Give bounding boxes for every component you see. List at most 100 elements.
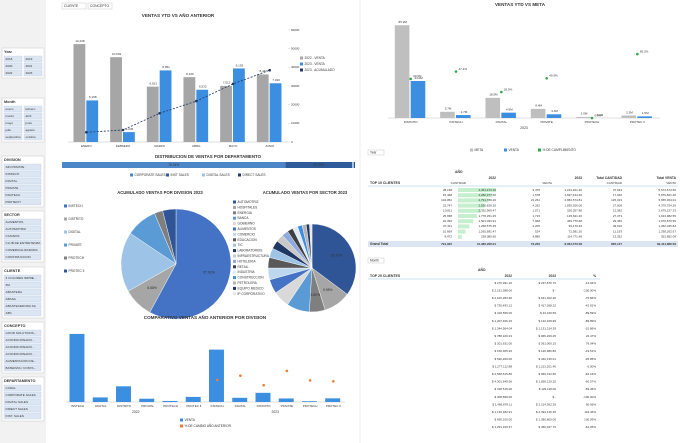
point xyxy=(409,77,412,81)
slicer-item[interactable] xyxy=(3,55,23,63)
slicer-item[interactable] xyxy=(3,329,42,337)
slicer-item[interactable] xyxy=(23,105,43,113)
legend-swatch xyxy=(233,232,236,236)
filter-button[interactable] xyxy=(367,149,385,156)
slicer-item[interactable] xyxy=(3,184,42,192)
slicer-item[interactable] xyxy=(3,391,42,399)
slicer-item[interactable] xyxy=(23,126,43,134)
table-cell: 11,193 xyxy=(613,229,622,233)
slicer-item[interactable] xyxy=(3,218,42,226)
value-label: 0.0M xyxy=(597,113,604,117)
bar xyxy=(621,115,637,118)
slicer-item[interactable] xyxy=(3,191,42,199)
value-label: 8,951 xyxy=(162,65,170,69)
legend-swatch xyxy=(538,148,541,152)
slicer-item[interactable] xyxy=(3,232,42,240)
filter-button[interactable] xyxy=(61,2,87,10)
slicer-item[interactable] xyxy=(3,253,42,261)
slicer-item[interactable] xyxy=(3,336,42,344)
slicer-item[interactable] xyxy=(3,239,42,247)
value-label: 5.7M xyxy=(445,107,452,111)
slicer-item-label: mayo xyxy=(6,121,14,125)
chart-title: COMPARATIVO VENTAS AÑO ANTERIOR POR DIVI… xyxy=(144,314,267,320)
bar xyxy=(255,392,271,402)
slicer-item[interactable] xyxy=(3,126,23,134)
slicer-item-label: ACONDICIONADO... xyxy=(6,338,35,342)
slicer-item[interactable] xyxy=(3,133,23,141)
slicer-item[interactable] xyxy=(3,412,42,420)
slicer-item-label: DIGITAL xyxy=(6,179,18,183)
bar xyxy=(456,115,471,118)
slicer-item[interactable] xyxy=(3,384,42,392)
slicer-item[interactable] xyxy=(3,105,23,113)
slicer-item[interactable] xyxy=(3,309,42,317)
slicer-item[interactable] xyxy=(23,112,43,120)
filter-button[interactable] xyxy=(367,257,385,264)
table-cell: 135,631.30 xyxy=(567,214,582,218)
slicer-item[interactable] xyxy=(3,350,42,358)
legend-label: HOSPITALES xyxy=(238,205,258,209)
table-cell: 1,778,351.25 xyxy=(478,214,496,218)
legend-swatch xyxy=(233,216,236,220)
slicer-item[interactable] xyxy=(3,112,23,120)
bar xyxy=(69,333,85,402)
slicer-item-label: DIRECT SALES xyxy=(6,407,28,411)
slicer-item[interactable] xyxy=(3,62,23,70)
legend-swatch xyxy=(504,148,507,152)
bar xyxy=(637,116,652,118)
value-label: 4.9M xyxy=(506,107,513,111)
slicer-item[interactable] xyxy=(3,69,23,77)
slicer-item[interactable] xyxy=(3,246,42,254)
bar xyxy=(162,400,178,402)
slicer-item[interactable] xyxy=(3,343,42,351)
slicer-item[interactable] xyxy=(23,55,43,63)
slicer-item-label: agosto xyxy=(26,128,36,132)
slicer-item[interactable] xyxy=(3,119,23,127)
value-label: 2.3M xyxy=(626,110,633,114)
slicer-item[interactable] xyxy=(23,119,43,127)
slicer-item[interactable] xyxy=(23,62,43,70)
table-cell: -59.46% xyxy=(585,387,597,391)
group-label: 2023 xyxy=(271,410,279,414)
slicer-item[interactable] xyxy=(3,281,42,289)
slicer-item[interactable] xyxy=(3,274,42,282)
slicer-item[interactable] xyxy=(3,225,42,233)
legend-label: GOBIERNO xyxy=(238,222,256,226)
slicer-item[interactable] xyxy=(3,295,42,303)
bar xyxy=(501,112,516,118)
table-cell: 10,811 xyxy=(443,209,452,213)
slicer-item[interactable] xyxy=(3,405,42,413)
pie-slice xyxy=(311,223,357,295)
filter-button[interactable] xyxy=(87,2,113,10)
table-cell: $ 1,380,800.00 xyxy=(536,418,556,422)
slicer-item[interactable] xyxy=(3,177,42,185)
value-label: 57.91% xyxy=(203,270,215,274)
slicer-item[interactable] xyxy=(3,288,42,296)
x-tick-label: DISTRITO xyxy=(404,120,419,124)
column-header: % xyxy=(593,274,596,278)
total-cell: 8,064,570.58 xyxy=(564,242,582,246)
slicer-item[interactable] xyxy=(3,302,42,310)
bar xyxy=(269,83,282,142)
y2-tick-label: 40000 xyxy=(291,65,300,69)
table-cell: 2,352,969.47 xyxy=(478,209,496,213)
table-cell: 1,839,926.00 xyxy=(564,203,582,207)
legend-label: % DE CAMBIO AÑO ANTERIOR xyxy=(185,423,232,428)
slicer-item[interactable] xyxy=(3,357,42,365)
table-cell: 9,475 xyxy=(532,188,540,192)
slicer-item[interactable] xyxy=(3,198,42,206)
legend-swatch xyxy=(180,424,183,428)
table-cell: 1,338,262.67 xyxy=(658,229,676,233)
table-cell: $ 318,595.00 xyxy=(494,311,512,315)
table-cell: 39,616 xyxy=(613,224,623,228)
slicer-item[interactable] xyxy=(3,364,42,372)
slicer-item[interactable] xyxy=(23,69,43,77)
slicer-item-label: ABASTECEDORA SA xyxy=(6,304,37,308)
total-cell: 73,202 xyxy=(531,242,541,246)
slicer-item[interactable] xyxy=(3,170,42,178)
column-header: 2023 xyxy=(549,274,557,278)
slicer-item[interactable] xyxy=(3,398,42,406)
point xyxy=(500,90,503,94)
slicer-item[interactable] xyxy=(3,163,42,171)
slicer-item[interactable] xyxy=(23,133,43,141)
